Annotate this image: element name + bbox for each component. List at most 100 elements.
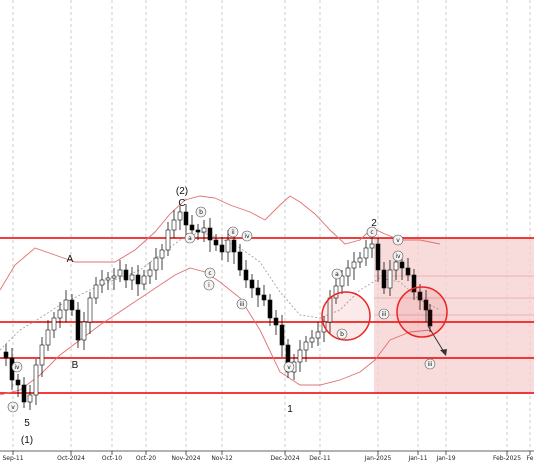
subwave-label: v — [287, 364, 291, 371]
candle-body — [147, 269, 153, 277]
candle-body — [81, 321, 87, 341]
candle-body — [387, 269, 393, 289]
candle-body — [261, 294, 267, 301]
candle-body — [273, 317, 279, 326]
subwave-marker — [11, 361, 23, 373]
wave-label: C — [178, 198, 185, 209]
subwave-label: iii — [381, 311, 386, 318]
candle-body — [15, 379, 21, 386]
subwave-marker — [204, 267, 216, 279]
candle-body — [345, 267, 351, 277]
candle-body — [309, 337, 315, 343]
candle-body — [141, 275, 147, 285]
candle-body — [159, 249, 165, 259]
candle-body — [57, 309, 63, 319]
candle-body — [279, 324, 285, 346]
subwave-marker — [7, 401, 19, 413]
candle-body — [51, 317, 57, 331]
subwave-label: iv — [244, 233, 250, 240]
candle-body — [213, 239, 219, 246]
subwave-label: b — [199, 209, 203, 216]
x-tick-label: Jan-19 — [435, 455, 455, 462]
x-axis: Sep-11 Oct-2024 Oct-10 Oct-20 Nov-2024 Nov-12… — [0, 450, 534, 462]
wave-label: B — [72, 360, 79, 371]
candle-body — [129, 274, 135, 281]
candle-body — [123, 269, 129, 281]
candle-body — [243, 269, 249, 281]
subwave-marker — [195, 206, 207, 218]
subwave-label: b — [340, 331, 344, 338]
candle-body — [375, 243, 381, 271]
x-tick-label: Dec-2024 — [270, 455, 299, 462]
candle-body — [63, 299, 69, 311]
candle-body — [399, 261, 405, 269]
candlesticks — [3, 204, 447, 410]
candle-body — [21, 384, 27, 403]
candle-body — [219, 244, 225, 253]
candle-body — [69, 299, 75, 311]
subwave-marker — [203, 279, 215, 291]
candle-body — [117, 269, 123, 277]
candle-body — [189, 224, 195, 231]
candle-body — [315, 331, 321, 339]
candle-body — [381, 269, 387, 289]
candle-body — [105, 277, 111, 281]
candle-body — [427, 309, 433, 327]
candle-body — [417, 291, 423, 301]
subwave-label: c — [208, 270, 211, 277]
candle-body — [3, 351, 9, 359]
subwave-marker — [241, 230, 253, 242]
candle-body — [231, 239, 237, 253]
subwave-label: iii — [427, 361, 432, 368]
x-tick-label: Oct-20 — [136, 455, 156, 462]
subwave-label: ii — [231, 229, 235, 236]
candle-body — [177, 211, 183, 221]
candle-body — [351, 261, 357, 269]
candle-body — [93, 284, 99, 299]
subwave-label: iv — [14, 364, 20, 371]
x-tick-label: Nov-2024 — [172, 455, 201, 462]
candle-body — [111, 275, 117, 279]
subwave-marker — [392, 250, 404, 262]
candle-body — [153, 257, 159, 271]
subwave-label: a — [188, 235, 192, 242]
wave-label: 2 — [371, 218, 377, 229]
candle-body — [405, 267, 411, 276]
candle-body — [33, 364, 39, 396]
candle-body — [249, 279, 255, 289]
candle-body — [369, 243, 375, 249]
x-tick-label: Oct-10 — [102, 455, 122, 462]
x-tick-label: Oct-2024 — [57, 455, 85, 462]
x-tick-label: Jan-2025 — [364, 455, 392, 462]
subwave-marker — [336, 328, 348, 340]
candle-body — [39, 344, 45, 366]
candle-body — [45, 329, 51, 346]
highlight-circle — [396, 286, 448, 338]
candle-body — [201, 227, 207, 233]
wave-label: 5 — [24, 418, 30, 429]
subwave-marker — [366, 226, 378, 238]
subwave-marker — [424, 358, 436, 370]
wave-label: A — [67, 254, 74, 265]
x-tick-label: Sep-11 — [2, 455, 23, 462]
subwave-label: v — [396, 237, 400, 244]
candle-body — [99, 279, 105, 286]
candle-body — [411, 274, 417, 293]
candle-body — [333, 285, 339, 299]
candle-body — [207, 227, 213, 241]
forecast-arrow-head — [440, 349, 447, 356]
wave-label: (1) — [21, 435, 33, 446]
subwave-label: v — [11, 404, 15, 411]
x-tick-label: Nov-12 — [211, 455, 233, 462]
candle-body — [393, 261, 399, 271]
subwave-label: c — [370, 229, 373, 236]
candle-body — [237, 251, 243, 271]
wave-label: 1 — [287, 404, 293, 415]
highlight-circle — [321, 291, 371, 341]
candle-body — [363, 247, 369, 259]
candle-body — [87, 297, 93, 323]
upper-band — [0, 195, 441, 291]
forecast-arrow-line — [427, 325, 445, 353]
candle-body — [303, 341, 309, 351]
